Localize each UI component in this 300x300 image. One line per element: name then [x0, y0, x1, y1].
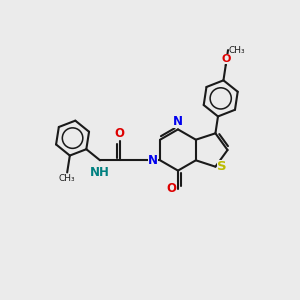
Text: O: O: [167, 182, 176, 195]
Text: NH: NH: [90, 166, 110, 178]
Text: S: S: [218, 160, 227, 173]
Text: N: N: [148, 154, 158, 167]
Text: O: O: [221, 54, 230, 64]
Text: CH₃: CH₃: [229, 46, 245, 55]
Text: N: N: [173, 115, 183, 128]
Text: CH₃: CH₃: [59, 174, 76, 183]
Text: O: O: [115, 127, 124, 140]
